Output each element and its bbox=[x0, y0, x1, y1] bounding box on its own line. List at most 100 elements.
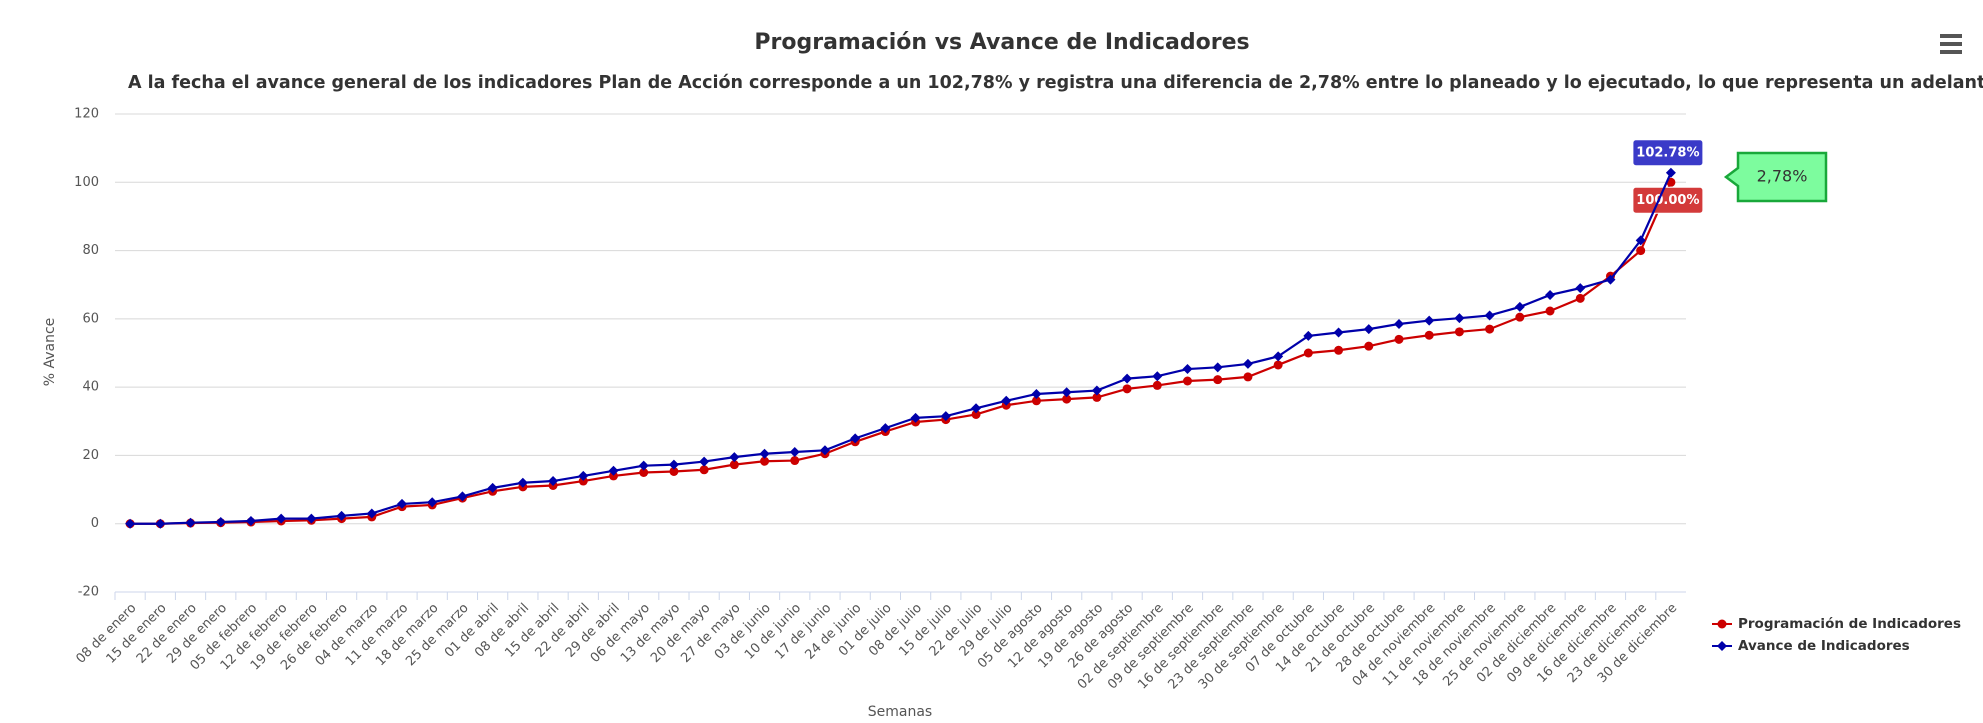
point bbox=[1454, 313, 1465, 324]
point bbox=[397, 498, 408, 509]
point bbox=[608, 465, 619, 476]
point bbox=[1575, 293, 1585, 303]
point bbox=[185, 517, 196, 528]
y-tick-label: 40 bbox=[82, 380, 99, 395]
point bbox=[1212, 362, 1223, 373]
data-label-box bbox=[1632, 139, 1704, 167]
point bbox=[1665, 167, 1676, 178]
point bbox=[1061, 387, 1072, 398]
point bbox=[1031, 388, 1042, 399]
point bbox=[1454, 327, 1464, 337]
point bbox=[155, 518, 166, 529]
point bbox=[1514, 301, 1525, 312]
point bbox=[1545, 289, 1556, 300]
point bbox=[517, 477, 528, 488]
point bbox=[940, 411, 951, 422]
legend-marker bbox=[1717, 641, 1727, 651]
annotation-box bbox=[1723, 151, 1828, 203]
menu-bar[interactable] bbox=[1940, 50, 1962, 54]
series-line bbox=[130, 181, 1672, 525]
point bbox=[910, 412, 921, 423]
point bbox=[1243, 372, 1253, 382]
annotation: 2,78% bbox=[1757, 167, 1808, 186]
point bbox=[1303, 330, 1314, 341]
point bbox=[1092, 392, 1102, 402]
point bbox=[1424, 330, 1434, 340]
point bbox=[1424, 315, 1435, 326]
point bbox=[1364, 341, 1374, 351]
point bbox=[971, 403, 982, 414]
point bbox=[548, 476, 559, 487]
point bbox=[245, 515, 256, 526]
menu-bar[interactable] bbox=[1940, 42, 1962, 46]
point bbox=[729, 460, 739, 470]
point bbox=[1303, 348, 1313, 358]
point bbox=[1393, 318, 1404, 329]
y-tick-label: 80 bbox=[82, 243, 99, 258]
point bbox=[1183, 376, 1193, 386]
point bbox=[1273, 351, 1284, 362]
chart-title: Programación vs Avance de Indicadores bbox=[754, 30, 1249, 55]
legend-label: Avance de Indicadores bbox=[1738, 638, 1910, 654]
point bbox=[578, 476, 588, 486]
point bbox=[1484, 310, 1495, 321]
y-tick-label: -20 bbox=[78, 585, 99, 600]
point bbox=[1213, 375, 1223, 385]
point bbox=[850, 433, 861, 444]
point bbox=[427, 497, 438, 508]
point bbox=[669, 466, 679, 476]
point bbox=[1122, 384, 1132, 394]
point bbox=[336, 510, 347, 521]
y-tick-label: 0 bbox=[91, 516, 99, 531]
point bbox=[1485, 324, 1495, 334]
y-tick-label: 60 bbox=[82, 311, 99, 326]
point bbox=[215, 517, 226, 528]
point bbox=[1273, 360, 1283, 370]
point bbox=[1635, 235, 1646, 246]
point bbox=[1122, 373, 1133, 384]
point bbox=[578, 470, 589, 481]
data-label: 100.00% bbox=[1636, 193, 1699, 208]
chart-subtitle: A la fecha el avance general de los indi… bbox=[128, 73, 1983, 93]
point bbox=[1091, 385, 1102, 396]
series-line bbox=[130, 172, 1672, 525]
point bbox=[457, 491, 468, 502]
y-axis-title: % Avance bbox=[42, 318, 58, 387]
point bbox=[1394, 334, 1404, 344]
point bbox=[790, 456, 800, 466]
point bbox=[1152, 371, 1163, 382]
point bbox=[1334, 345, 1344, 355]
point bbox=[125, 518, 136, 529]
data-label: 102.78% bbox=[1636, 145, 1699, 160]
x-axis-title: Semanas bbox=[868, 704, 932, 720]
point bbox=[1182, 364, 1193, 375]
point bbox=[276, 513, 287, 524]
point bbox=[1001, 395, 1012, 406]
y-tick-label: 120 bbox=[74, 107, 99, 122]
point bbox=[819, 445, 830, 456]
point bbox=[1636, 246, 1646, 256]
point bbox=[729, 452, 740, 463]
y-tick-label: 20 bbox=[82, 448, 99, 463]
point bbox=[1605, 274, 1616, 285]
legend-label: Programación de Indicadores bbox=[1738, 616, 1961, 632]
menu-bar[interactable] bbox=[1940, 34, 1962, 38]
point bbox=[880, 423, 891, 434]
point bbox=[1333, 327, 1344, 338]
point bbox=[1242, 358, 1253, 369]
point bbox=[668, 459, 679, 470]
data-label-box bbox=[1632, 186, 1704, 214]
point bbox=[699, 456, 710, 467]
point bbox=[487, 482, 498, 493]
legend-marker bbox=[1717, 619, 1727, 629]
point bbox=[971, 409, 981, 419]
point bbox=[1031, 396, 1041, 406]
point bbox=[759, 448, 770, 459]
point bbox=[1152, 380, 1162, 390]
point bbox=[1545, 306, 1555, 316]
point bbox=[639, 468, 649, 477]
menu-button[interactable] bbox=[1940, 34, 1962, 54]
point bbox=[638, 460, 649, 471]
point bbox=[1363, 324, 1374, 335]
